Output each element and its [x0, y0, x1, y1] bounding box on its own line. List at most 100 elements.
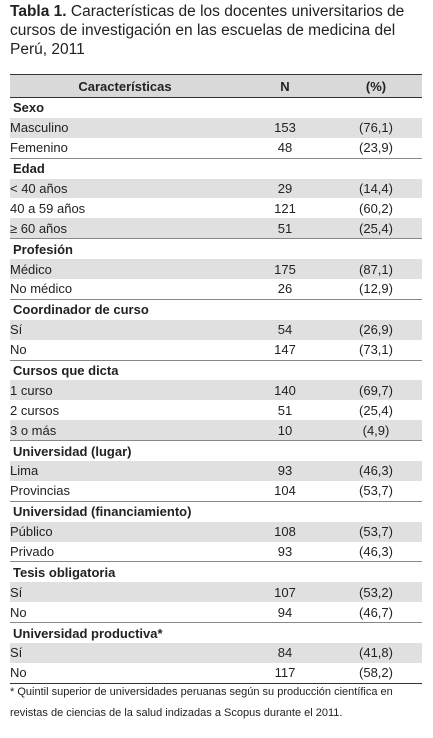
row-label: No — [10, 342, 27, 358]
row-label: Provincias — [10, 483, 70, 499]
data-row: Sí 84 (41,8) — [10, 643, 422, 663]
data-row: 3 o más 10 (4,9) — [10, 420, 422, 441]
percent: (87,1) — [359, 261, 393, 277]
group-row: Universidad productiva* — [10, 622, 422, 644]
group-row: Profesión — [10, 238, 422, 260]
count: 108 — [274, 524, 296, 540]
count: 84 — [277, 645, 293, 661]
percent: (4,9) — [362, 422, 390, 438]
group-row: Sexo — [10, 96, 422, 118]
table-body: Sexo Masculino 153 (76,1) Femenino 48 (23,9) Ed… — [10, 96, 422, 684]
data-row: Provincias 104 (53,7) — [10, 481, 422, 501]
count: 48 — [277, 140, 293, 156]
column-header: N — [240, 74, 330, 98]
row-label: Sí — [10, 645, 23, 661]
data-row: Sí 54 (26,9) — [10, 319, 422, 340]
data-row: ≥ 60 años 51 (25,4) — [10, 218, 422, 239]
group-row: Tesis obligatoria — [10, 561, 422, 583]
count: 140 — [274, 382, 296, 398]
title-text: Características de los docentes universi… — [10, 3, 405, 58]
percent: (46,7) — [359, 604, 393, 620]
title: Tabla 1. Características de los docentes… — [10, 2, 425, 59]
group-label: Sexo — [10, 96, 422, 118]
row-label: Público — [10, 524, 53, 540]
data-row: 40 a 59 años 121 (60,2) — [10, 198, 422, 218]
data-row: No 147 (73,1) — [10, 340, 422, 360]
count: 94 — [277, 604, 293, 620]
row-label: Privado — [10, 544, 55, 560]
count: 10 — [277, 422, 293, 438]
data-row: Lima 93 (46,3) — [10, 461, 422, 481]
group-row: Universidad (lugar) — [10, 440, 422, 462]
percent: (41,8) — [359, 645, 393, 661]
percent: (12,9) — [359, 281, 393, 297]
count: 104 — [274, 483, 296, 499]
count: 54 — [277, 322, 293, 338]
group-label: Coordinador de curso — [10, 298, 422, 320]
count: 121 — [274, 200, 296, 216]
count: 29 — [277, 181, 293, 196]
count: 117 — [240, 662, 330, 684]
row-label: 40 a 59 años — [10, 200, 86, 216]
percent: (73,1) — [359, 342, 393, 358]
row-label: Médico — [10, 261, 52, 277]
group-label: Cursos que dicta — [10, 359, 422, 381]
data-row: No 117 (58,2) — [10, 662, 422, 684]
data-row: Médico 175 (87,1) — [10, 259, 422, 280]
row-label: Sí — [10, 584, 23, 600]
row-label: Sí — [10, 322, 23, 338]
percent: (26,9) — [359, 322, 393, 338]
group-row: Coordinador de curso — [10, 298, 422, 320]
row-label: < 40 años — [10, 181, 68, 196]
count: 26 — [277, 281, 293, 297]
group-label: Edad — [10, 157, 422, 179]
row-label: Femenino — [10, 140, 68, 156]
group-label: Profesión — [10, 238, 422, 260]
row-label: ≥ 60 años — [10, 220, 68, 236]
count: 175 — [274, 261, 296, 277]
group-row: Edad — [10, 157, 422, 179]
group-label: Tesis obligatoria — [10, 561, 422, 583]
percent: (58,2) — [330, 662, 422, 684]
title-label: Tabla 1. — [10, 3, 67, 20]
row-label: 3 o más — [10, 422, 57, 438]
row-label: Masculino — [10, 120, 69, 136]
percent: (25,4) — [359, 402, 393, 418]
percent: (76,1) — [359, 120, 393, 136]
percent: (23,9) — [359, 140, 393, 156]
group-row: Universidad (financiamiento) — [10, 500, 422, 522]
data-row: 2 cursos 51 (25,4) — [10, 400, 422, 420]
percent: (53,7) — [359, 483, 393, 499]
row-label: No médico — [10, 281, 73, 297]
percent: (60,2) — [359, 200, 393, 216]
data-row: Sí 107 (53,2) — [10, 582, 422, 603]
percent: (69,7) — [359, 382, 393, 398]
row-label: No — [10, 604, 27, 620]
count: 93 — [277, 544, 293, 560]
row-label: No — [10, 662, 240, 684]
group-label: Universidad productiva* — [10, 622, 422, 644]
count: 147 — [274, 342, 296, 358]
data-row: Femenino 48 (23,9) — [10, 138, 422, 158]
group-label: Universidad (financiamiento) — [10, 500, 422, 522]
column-header: Características — [10, 74, 240, 98]
percent: (14,4) — [359, 181, 393, 196]
group-label: Universidad (lugar) — [10, 440, 422, 462]
count: 51 — [277, 220, 293, 236]
row-label: Lima — [10, 463, 39, 479]
data-row: Masculino 153 (76,1) — [10, 117, 422, 138]
data-row: Público 108 (53,7) — [10, 521, 422, 542]
data-row: No médico 26 (12,9) — [10, 279, 422, 299]
group-row: Cursos que dicta — [10, 359, 422, 381]
count: 51 — [277, 402, 293, 418]
percent: (46,3) — [359, 544, 393, 560]
count: 93 — [277, 463, 293, 479]
data-row: 1 curso 140 (69,7) — [10, 380, 422, 401]
data-row: < 40 años 29 (14,4) — [10, 178, 422, 199]
percent: (53,7) — [359, 524, 393, 540]
footnote: * Quintil superior de universidades peru… — [10, 686, 393, 719]
header-row: Características N (%) — [10, 74, 422, 98]
percent: (53,2) — [359, 584, 393, 600]
column-header: (%) — [330, 74, 422, 98]
